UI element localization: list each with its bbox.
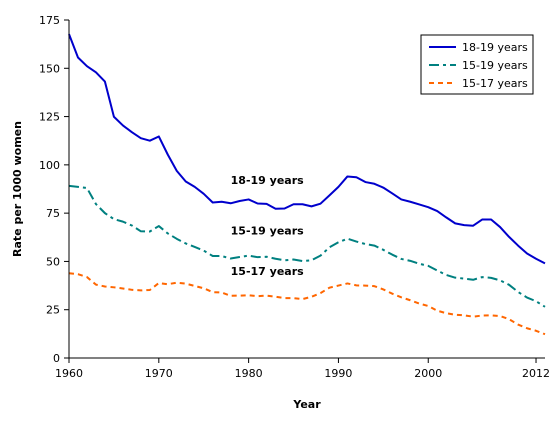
- series-line-15-17-years: [68, 272, 546, 336]
- y-tick-label: 50: [46, 255, 60, 268]
- series-annotations: 18-19 years 15-19 years 15-17 years: [231, 174, 304, 278]
- series-line-15-19-years: [68, 184, 546, 308]
- x-tick-label: 1970: [145, 367, 173, 380]
- x-tick-label: 1980: [235, 367, 263, 380]
- x-tick-label: 2000: [414, 367, 442, 380]
- x-ticks: 1960 1970 1980 1990 2000 2012: [55, 358, 550, 380]
- legend-label: 18-19 years: [462, 41, 528, 54]
- series-annotation: 18-19 years: [231, 174, 304, 187]
- y-tick-label: 125: [39, 111, 60, 124]
- y-tick-label: 0: [53, 352, 60, 365]
- legend-label: 15-19 years: [462, 59, 528, 72]
- series-annotation: 15-19 years: [231, 224, 304, 237]
- series-line-18-19-years: [68, 33, 546, 265]
- legend: 18-19 years 15-19 years 15-17 years: [420, 34, 534, 95]
- y-tick-label: 175: [39, 14, 60, 27]
- x-tick-label: 1990: [324, 367, 352, 380]
- x-axis-title: Year: [292, 398, 321, 411]
- y-axis-title: Rate per 1000 women: [11, 121, 24, 257]
- legend-box: [420, 34, 534, 95]
- series-annotation: 15-17 years: [231, 265, 304, 278]
- axes: [68, 20, 545, 359]
- x-tick-label: 1960: [55, 367, 83, 380]
- y-ticks: 0 25 50 75 100 125 150 175: [39, 14, 69, 365]
- x-tick-label: 2012: [522, 367, 550, 380]
- plot-lines: [68, 33, 546, 336]
- legend-label: 15-17 years: [462, 77, 528, 90]
- y-tick-label: 75: [46, 207, 60, 220]
- y-tick-label: 25: [46, 304, 60, 317]
- y-tick-label: 150: [39, 62, 60, 75]
- y-tick-label: 100: [39, 159, 60, 172]
